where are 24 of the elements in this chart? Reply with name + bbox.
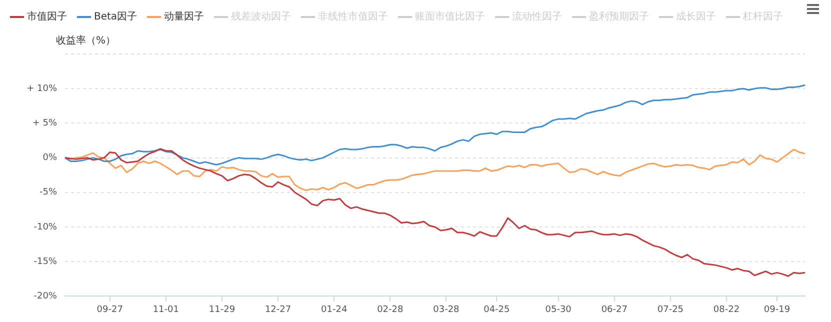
x-tick-label: 08-22 (713, 304, 740, 315)
x-tick-label: 03-28 (433, 304, 460, 315)
x-tick-label: 11-29 (208, 304, 236, 315)
x-tick-label: 09-19 (764, 304, 790, 315)
legend-label: Beta因子 (94, 12, 138, 23)
y-tick-label: -10% (34, 222, 58, 232)
legend-label: 动量因子 (164, 12, 204, 23)
x-tick-label: 02-28 (377, 304, 404, 315)
x-tick-label: 01-24 (321, 304, 348, 315)
y-tick-label: -20% (34, 292, 58, 302)
x-tick-label: 07-25 (657, 304, 684, 315)
x-tick-label: 04-25 (484, 304, 510, 315)
y-tick-label: 0% (42, 153, 58, 164)
x-tick-label: 11-01 (152, 304, 179, 315)
legend-label: 市值因子 (27, 10, 67, 23)
y-axis-title: 收益率（%） (56, 34, 116, 47)
x-tick-label: 09-27 (96, 304, 123, 315)
y-tick-label: -15% (34, 256, 58, 267)
x-tick-label: 12-27 (264, 304, 292, 315)
x-tick-label: 05-30 (545, 304, 572, 315)
y-tick-label: + 5% (32, 118, 58, 129)
x-tick-label: 06-27 (601, 304, 628, 315)
y-tick-label: -5% (39, 188, 58, 198)
y-tick-label: + 10% (26, 84, 58, 94)
